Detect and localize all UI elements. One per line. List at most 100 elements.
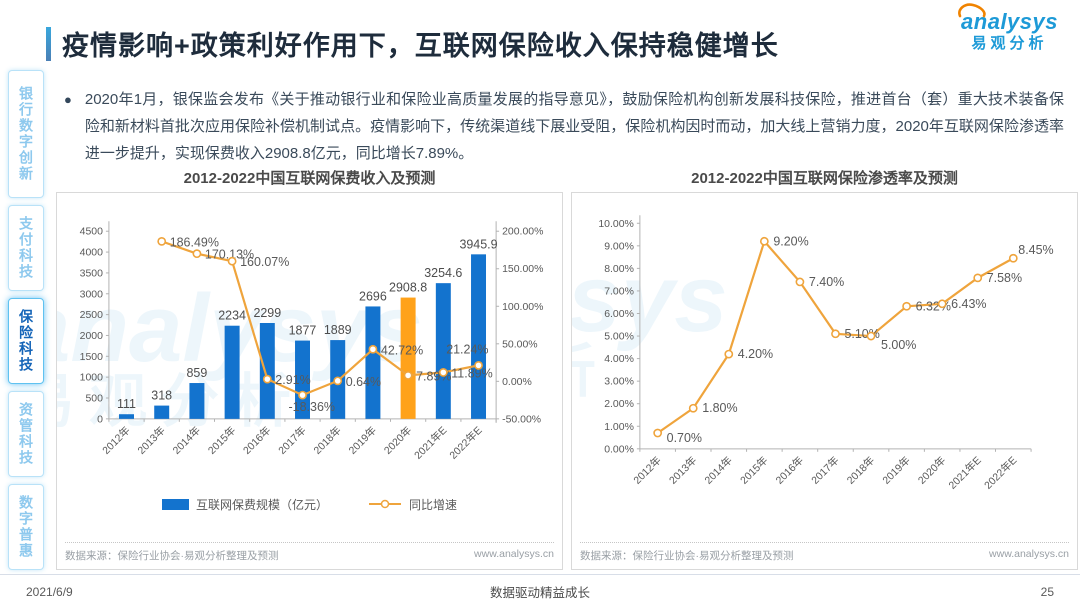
growth-value-label: 42.72% <box>381 343 423 357</box>
penetration-value-label: 0.70% <box>667 431 702 445</box>
growth-point <box>368 344 378 354</box>
growth-value-label: 2.91% <box>275 373 310 387</box>
analysys-logo-cn: 易观分析 <box>971 35 1048 53</box>
source-text: 数据来源：保险行业协会·易观分析整理及预测 <box>580 550 794 562</box>
svg-text:-50.00%: -50.00% <box>502 414 541 425</box>
bar-series-swatch <box>161 498 189 510</box>
key-point: ● 2020年1月，银保监会发布《关于推动银行业和保险业高质量发展的指导意见》，… <box>64 86 1064 167</box>
bar-2017年 <box>295 340 310 419</box>
svg-text:2017年: 2017年 <box>809 454 842 487</box>
premium-chart-card: analysys 易观分析 05001000150020002500300035… <box>56 192 563 570</box>
growth-point <box>474 360 483 370</box>
bar-value-label: 111 <box>117 397 136 411</box>
svg-text:9.00%: 9.00% <box>604 241 634 252</box>
svg-text:2012年: 2012年 <box>631 454 664 487</box>
bar-2013年 <box>154 405 170 419</box>
sidebar: 银行数字创新 支付科技 保险科技 资管科技 数字普惠 <box>8 70 44 570</box>
svg-text:0.00%: 0.00% <box>502 377 532 388</box>
bar-2022年E <box>471 254 487 419</box>
penetration-chart-title: 2012-2022中国互联网保险渗透率及预测 <box>691 170 958 187</box>
bar-value-label: 2908.8 <box>389 281 427 295</box>
legend-item-bar: 互联网保费规模（亿元） <box>161 496 328 513</box>
svg-text:1000: 1000 <box>80 373 103 384</box>
penetration-value-label: 6.43% <box>951 297 986 311</box>
sidebar-item-asset-mgmt-tech[interactable]: 资管科技 <box>8 391 44 477</box>
growth-value-label: -18.36% <box>289 400 335 414</box>
growth-point <box>298 390 307 400</box>
charts-row: 2012-2022中国互联网保费收入及预测 analysys 易观分析 0500… <box>56 167 1078 570</box>
header: 疫情影响+政策利好作用下，互联网保险收入保持稳健增长 <box>46 24 779 63</box>
sidebar-item-digital-inclusion[interactable]: 数字普惠 <box>8 484 44 570</box>
penetration-point <box>688 403 698 413</box>
penetration-point <box>795 277 805 287</box>
growth-point <box>192 249 202 259</box>
svg-text:2018年: 2018年 <box>311 424 344 457</box>
penetration-point <box>653 428 663 438</box>
svg-text:2012年: 2012年 <box>100 424 133 457</box>
svg-text:0: 0 <box>97 414 103 425</box>
svg-text:2013年: 2013年 <box>666 454 699 487</box>
bar-series-label: 互联网保费规模（亿元） <box>195 497 328 512</box>
bar-2015年 <box>224 325 240 419</box>
sidebar-item-insurance-tech[interactable]: 保险科技 <box>8 298 44 384</box>
penetration-value-label: 5.00% <box>881 338 916 352</box>
growth-point <box>403 371 413 380</box>
bar-value-label: 2299 <box>253 306 281 320</box>
premium-chart-title: 2012-2022中国互联网保费收入及预测 <box>183 170 436 187</box>
growth-point <box>333 376 343 386</box>
penetration-value-label: 1.80% <box>702 401 737 415</box>
source-url: www.analysys.cn <box>474 548 554 560</box>
svg-text:10.00%: 10.00% <box>598 219 634 230</box>
growth-line <box>161 240 479 397</box>
growth-point <box>157 236 167 246</box>
svg-text:2015年: 2015年 <box>737 454 770 487</box>
penetration-point <box>973 273 983 283</box>
penetration-value-label: 7.40% <box>809 275 844 289</box>
bar-value-label: 859 <box>187 366 208 380</box>
svg-text:2020年: 2020年 <box>381 424 414 457</box>
bar-value-label: 318 <box>151 389 172 403</box>
legend-item-line: 同比增速 <box>368 496 457 513</box>
svg-text:1.00%: 1.00% <box>604 422 634 433</box>
svg-text:150.00%: 150.00% <box>502 264 543 275</box>
svg-text:2000: 2000 <box>80 331 103 342</box>
svg-text:2022年E: 2022年E <box>447 424 485 462</box>
penetration-point <box>1008 253 1018 263</box>
growth-value-label: 11.89% <box>451 366 492 380</box>
penetration-source-row: 数据来源：保险行业协会·易观分析整理及预测 www.analysys.cn <box>580 542 1069 563</box>
svg-text:100.00%: 100.00% <box>502 302 543 313</box>
growth-point <box>262 374 272 384</box>
svg-text:2021年E: 2021年E <box>411 424 449 462</box>
svg-text:2017年: 2017年 <box>276 424 309 457</box>
svg-text:1500: 1500 <box>80 352 103 363</box>
growth-value-label: 0.64% <box>346 375 381 389</box>
svg-text:6.00%: 6.00% <box>604 309 634 320</box>
svg-text:2022年E: 2022年E <box>981 454 1019 492</box>
analysys-logo-text: analysys <box>961 9 1058 34</box>
premium-chart: 0 500 1000 1500 2000 2500 3000 3500 4000 4500 -50.… <box>80 221 543 462</box>
sidebar-item-bank-digital-innovation[interactable]: 银行数字创新 <box>8 70 44 198</box>
source-text: 数据来源：保险行业协会·易观分析整理及预测 <box>65 550 279 562</box>
penetration-value-label: 9.20% <box>773 234 808 248</box>
sidebar-item-payment-tech[interactable]: 支付科技 <box>8 205 44 291</box>
svg-text:7.00%: 7.00% <box>604 286 634 297</box>
svg-text:4000: 4000 <box>80 248 103 259</box>
bar-value-label: 2696 <box>359 289 387 303</box>
svg-text:3000: 3000 <box>80 289 103 300</box>
bar-2020年 <box>400 297 416 419</box>
svg-text:2500: 2500 <box>80 310 103 321</box>
line-series-swatch <box>369 499 401 509</box>
source-url: www.analysys.cn <box>989 548 1069 560</box>
penetration-chart-card: analysys 易观分析 0.00%1.00%2.00%3.00%4.00%5… <box>571 192 1078 570</box>
penetration-chart: 0.00% 1.00% 2.00% 3.00% 4.00% 5.00% 6.00% 7.00%… <box>598 215 1054 492</box>
penetration-point <box>724 349 734 359</box>
bar-2014年 <box>189 383 205 419</box>
svg-text:2018年: 2018年 <box>844 454 877 487</box>
svg-text:0.00%: 0.00% <box>604 444 634 455</box>
svg-text:4.00%: 4.00% <box>604 354 634 365</box>
premium-source-row: 数据来源：保险行业协会·易观分析整理及预测 www.analysys.cn <box>65 542 554 563</box>
svg-text:500: 500 <box>85 393 103 404</box>
bar-2021年E <box>435 283 451 419</box>
penetration-point <box>759 236 769 246</box>
svg-text:2014年: 2014年 <box>702 454 735 487</box>
